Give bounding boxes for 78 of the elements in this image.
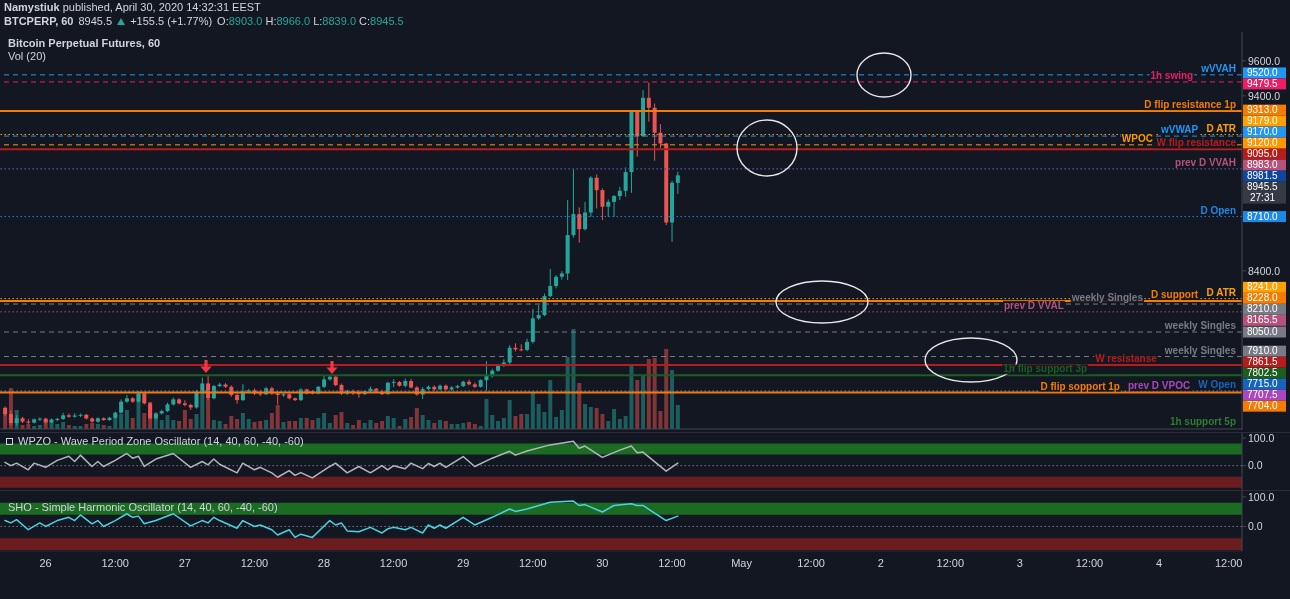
x-tick-label: 12:00 bbox=[936, 556, 965, 569]
ref-line-label: D flip resistance 1p bbox=[1144, 99, 1236, 111]
x-tick-label: 28 bbox=[317, 556, 331, 569]
text: 8945.5 bbox=[78, 15, 113, 28]
x-tick-label: 29 bbox=[457, 556, 470, 569]
ref-line-label: prev D VVAL bbox=[1003, 299, 1064, 311]
x-tick-label: 12:00 bbox=[101, 556, 129, 569]
text: 8050.0 bbox=[1247, 326, 1279, 338]
ref-line-label: D Open bbox=[1200, 204, 1236, 216]
annotation: 1h support 5p bbox=[1169, 416, 1236, 427]
chart-title: Vol (20) bbox=[8, 50, 46, 63]
text: 8165.5 bbox=[1247, 314, 1279, 326]
text: 9479.5 bbox=[1247, 78, 1279, 89]
text: 9120.0 bbox=[1247, 137, 1279, 149]
text: 8241.0 bbox=[1247, 281, 1279, 293]
x-tick-label: 4 bbox=[1156, 556, 1163, 569]
text: 7707.5 bbox=[1247, 389, 1279, 401]
text: 9179.0 bbox=[1247, 115, 1279, 127]
text: 7910.0 bbox=[1247, 345, 1279, 357]
ref-line-label: W Open bbox=[1198, 378, 1236, 390]
x-tick-label: 12:00 bbox=[240, 556, 269, 569]
ref-line-label: wVVAH bbox=[1200, 62, 1236, 74]
ref-line-label: prev D VPOC bbox=[1127, 379, 1191, 391]
text: 7715.0 bbox=[1247, 378, 1279, 390]
x-tick-label: 12:00 bbox=[1214, 556, 1243, 569]
y-tick-label: 8400.0 bbox=[1248, 264, 1281, 277]
text: 27:31 bbox=[1250, 192, 1276, 204]
x-tick-label: 2 bbox=[877, 556, 884, 569]
ref-line-label: D ATR bbox=[1206, 122, 1237, 134]
text: O:8903.0 H:8966.0 L:8839.0 C:8945.5 bbox=[217, 15, 404, 27]
text: 7704.0 bbox=[1247, 400, 1279, 412]
text: +155.5 (+1.77%) bbox=[130, 15, 213, 28]
text: 8981.5 bbox=[1247, 170, 1279, 182]
ref-line-label: weekly Singles bbox=[1070, 292, 1144, 304]
text: 8710.0 bbox=[1247, 210, 1279, 222]
ref-line-label: W flip resistance bbox=[1156, 137, 1237, 149]
y-tick-label: 100.0 bbox=[1248, 490, 1275, 503]
x-tick-label: 12:00 bbox=[658, 556, 686, 569]
x-tick-label: 12:00 bbox=[797, 556, 825, 569]
y-tick-label: 9600.0 bbox=[1248, 54, 1281, 67]
text: 9170.0 bbox=[1247, 126, 1279, 138]
ref-line-label: weekly Singles bbox=[1163, 344, 1237, 356]
chart-title: WPZO - Wave Period Zone Oscillator (14, 40, 60, -40, -60) bbox=[18, 435, 304, 448]
x-tick-label: 12:00 bbox=[379, 556, 408, 569]
x-tick-label: 27 bbox=[178, 556, 191, 569]
text: 8945.5 bbox=[1247, 181, 1279, 193]
ref-line-label: weekly Singles bbox=[1163, 320, 1237, 332]
text: 7802.5 bbox=[1247, 367, 1279, 379]
text: 8983.0 bbox=[1247, 159, 1279, 171]
text: 7861.5 bbox=[1247, 356, 1279, 368]
text: SHO - Simple Harmonic Oscillator (14, 40, 60, -40, -60) bbox=[8, 501, 278, 514]
ref-line-label: prev D VVAH bbox=[1175, 156, 1236, 168]
text: BTCPERP, 60 bbox=[4, 15, 74, 28]
ref-line-label: wVWAP bbox=[1159, 124, 1199, 136]
x-tick-label: May bbox=[731, 556, 753, 569]
ref-line-label: 1h swing bbox=[1150, 69, 1194, 81]
ref-line-label: WPOC bbox=[1121, 132, 1153, 144]
text: 9520.0 bbox=[1247, 67, 1279, 78]
ref-line-label: D support bbox=[1150, 288, 1199, 300]
text: 9313.0 bbox=[1247, 104, 1279, 116]
text: 8228.0 bbox=[1247, 292, 1279, 304]
chart-title: Bitcoin Perpetual Futures, 60 bbox=[8, 37, 161, 50]
text: Namystiuk published, April 30, 2020 14:32:31 EEST bbox=[4, 1, 261, 14]
ref-line-label: D flip sopport 1p bbox=[1040, 380, 1120, 392]
x-tick-label: 12:00 bbox=[1075, 556, 1104, 569]
x-tick-label: 3 bbox=[1016, 556, 1023, 569]
ref-line-label: 1h flip support 3p bbox=[1003, 363, 1088, 375]
y-tick-label: 0.0 bbox=[1248, 459, 1263, 472]
text: 9095.0 bbox=[1247, 148, 1279, 160]
x-tick-label: 12:00 bbox=[518, 556, 547, 569]
ref-line-label: D ATR bbox=[1206, 286, 1237, 298]
y-tick-label: 0.0 bbox=[1248, 520, 1263, 533]
text: 8210.0 bbox=[1247, 303, 1279, 315]
x-tick-label: 26 bbox=[39, 556, 52, 569]
y-tick-label: 9400.0 bbox=[1248, 89, 1281, 102]
ref-line-label: W resistanse bbox=[1095, 353, 1158, 365]
x-tick-label: 30 bbox=[596, 556, 609, 569]
y-tick-label: 100.0 bbox=[1248, 431, 1275, 444]
